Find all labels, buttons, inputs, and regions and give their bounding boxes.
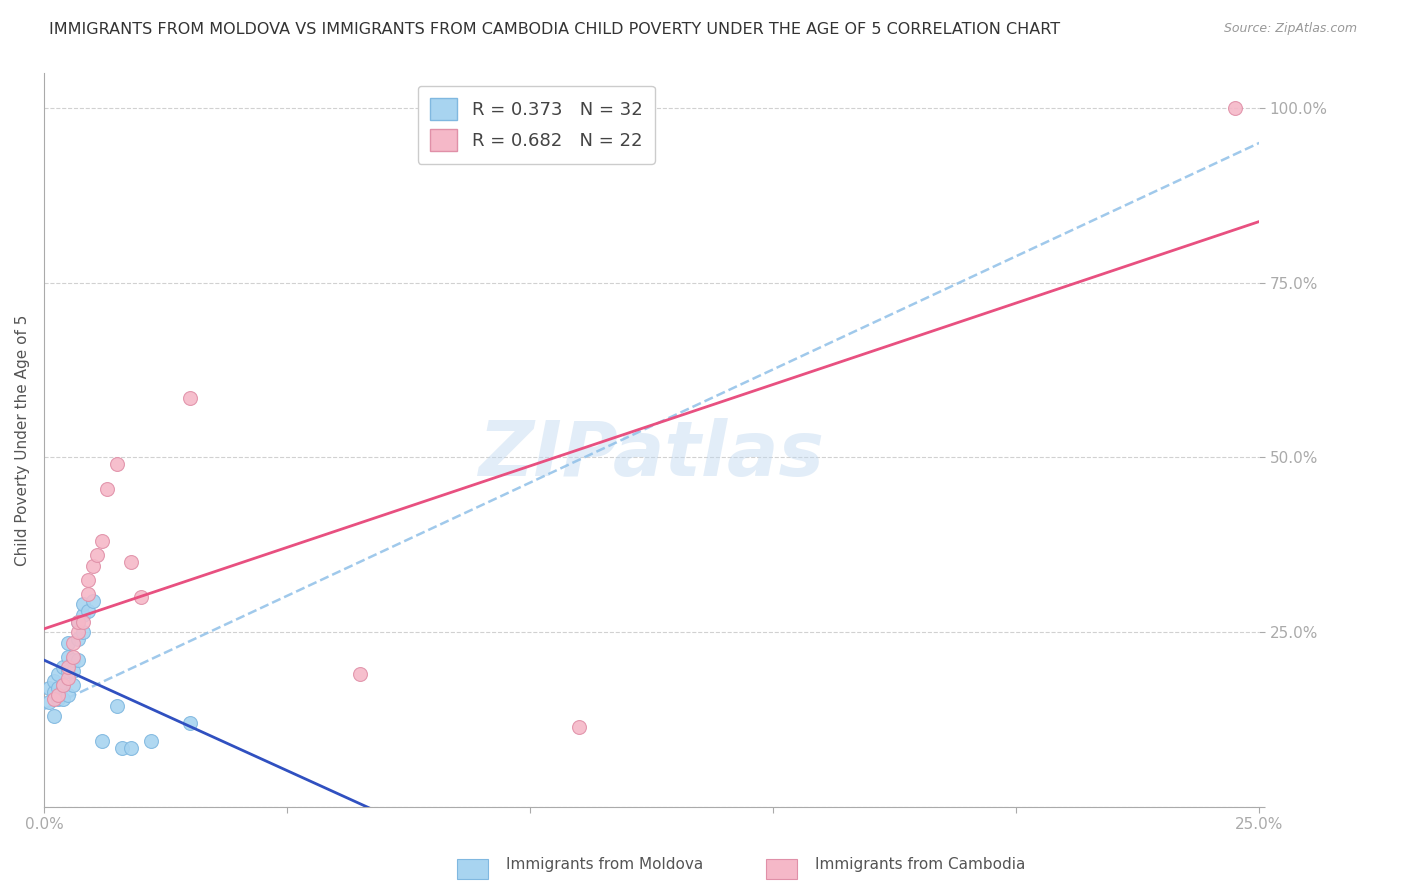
Point bbox=[66, 615, 89, 629]
Legend: R = 0.373   N = 32, R = 0.682   N = 22: R = 0.373 N = 32, R = 0.682 N = 22 bbox=[418, 86, 655, 164]
Point bbox=[38, 695, 60, 709]
Point bbox=[48, 688, 70, 702]
Point bbox=[72, 597, 94, 611]
Point bbox=[58, 660, 80, 674]
Point bbox=[62, 649, 84, 664]
Point bbox=[48, 667, 70, 681]
Text: Immigrants from Moldova: Immigrants from Moldova bbox=[506, 857, 703, 872]
Point bbox=[62, 653, 84, 667]
Point bbox=[42, 691, 65, 706]
Point bbox=[82, 558, 104, 573]
Point bbox=[91, 733, 114, 747]
Point bbox=[58, 664, 80, 678]
Point bbox=[96, 482, 118, 496]
Point bbox=[105, 458, 128, 472]
Text: ZIPatlas: ZIPatlas bbox=[478, 417, 824, 491]
Point bbox=[52, 678, 75, 692]
Point bbox=[120, 740, 142, 755]
Point bbox=[38, 681, 60, 695]
Point bbox=[120, 555, 142, 569]
Point bbox=[139, 733, 162, 747]
Point bbox=[66, 653, 89, 667]
Point bbox=[91, 534, 114, 549]
Point bbox=[76, 573, 98, 587]
Y-axis label: Child Poverty Under the Age of 5: Child Poverty Under the Age of 5 bbox=[15, 314, 30, 566]
Point bbox=[179, 391, 201, 405]
Point bbox=[52, 660, 75, 674]
Point bbox=[48, 691, 70, 706]
Point bbox=[42, 709, 65, 723]
Text: IMMIGRANTS FROM MOLDOVA VS IMMIGRANTS FROM CAMBODIA CHILD POVERTY UNDER THE AGE : IMMIGRANTS FROM MOLDOVA VS IMMIGRANTS FR… bbox=[49, 22, 1060, 37]
Point bbox=[72, 607, 94, 622]
Point bbox=[58, 671, 80, 685]
Point bbox=[76, 587, 98, 601]
Point bbox=[58, 688, 80, 702]
Point bbox=[48, 681, 70, 695]
Point bbox=[72, 625, 94, 640]
Point bbox=[179, 716, 201, 731]
Point bbox=[66, 632, 89, 647]
Point bbox=[129, 591, 152, 605]
Point bbox=[76, 604, 98, 618]
Point bbox=[105, 698, 128, 713]
Point bbox=[66, 615, 89, 629]
Point bbox=[42, 674, 65, 689]
Point bbox=[86, 549, 108, 563]
Point bbox=[58, 636, 80, 650]
Point bbox=[52, 678, 75, 692]
Point bbox=[62, 636, 84, 650]
Point bbox=[349, 667, 371, 681]
Point bbox=[58, 649, 80, 664]
Point bbox=[62, 678, 84, 692]
Point bbox=[82, 594, 104, 608]
Text: Source: ZipAtlas.com: Source: ZipAtlas.com bbox=[1223, 22, 1357, 36]
Point bbox=[111, 740, 134, 755]
Point bbox=[42, 684, 65, 698]
Point bbox=[66, 625, 89, 640]
Point bbox=[62, 664, 84, 678]
Point bbox=[1223, 101, 1246, 115]
Point bbox=[568, 720, 591, 734]
Point bbox=[52, 691, 75, 706]
Text: Immigrants from Cambodia: Immigrants from Cambodia bbox=[815, 857, 1026, 872]
Point bbox=[72, 615, 94, 629]
